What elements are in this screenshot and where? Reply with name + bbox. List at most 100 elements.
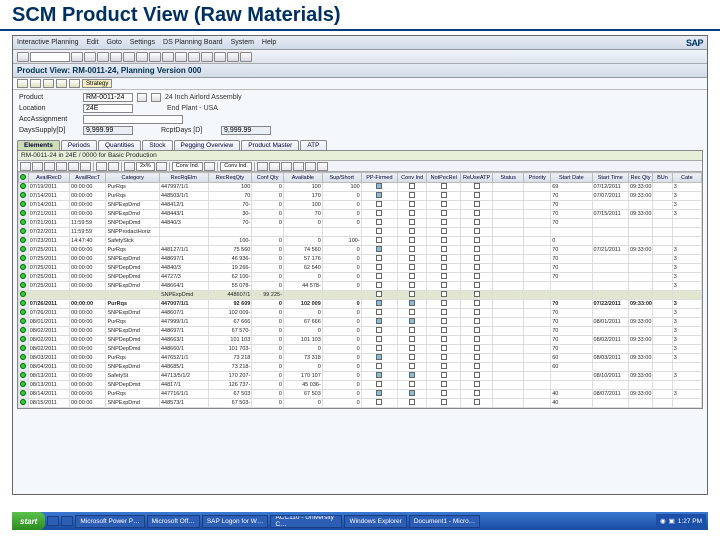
checkbox[interactable] [474, 282, 480, 288]
checkbox[interactable] [474, 309, 480, 315]
table-row[interactable]: 07/14/201100:00:00SNPExpDmd448412/170-01… [19, 201, 702, 210]
column-header[interactable]: Available [283, 173, 322, 183]
checkbox[interactable] [474, 192, 480, 198]
checkbox[interactable] [376, 255, 382, 261]
taskbar-task[interactable]: SAP Logon for W… [202, 515, 269, 528]
checkbox[interactable] [376, 210, 382, 216]
tab-quantities[interactable]: Quantities [98, 140, 141, 150]
table-row[interactable]: 07/25/201100:00:00PurRqs448127/1/175 560… [19, 246, 702, 255]
checkbox[interactable] [474, 318, 480, 324]
checkbox[interactable] [409, 282, 415, 288]
table-row[interactable]: 07/25/201100:00:00SNPDepDmd44840/319 266… [19, 264, 702, 273]
checkbox[interactable] [376, 354, 382, 360]
checkbox[interactable] [409, 345, 415, 351]
cancel-icon[interactable] [97, 52, 109, 62]
checkbox[interactable] [441, 264, 447, 270]
checkbox[interactable] [376, 300, 382, 306]
checkbox[interactable] [441, 372, 447, 378]
checkbox[interactable] [474, 390, 480, 396]
checkbox[interactable] [441, 210, 447, 216]
chart-icon[interactable] [293, 162, 304, 171]
menu-item[interactable]: Goto [107, 39, 122, 46]
checkbox[interactable] [376, 309, 382, 315]
first-page-icon[interactable] [149, 52, 161, 62]
checkbox[interactable] [376, 363, 382, 369]
checkbox[interactable] [441, 318, 447, 324]
export-icon[interactable] [257, 162, 268, 171]
table-row[interactable]: 07/25/201100:00:00SNPExpDmd448697/146 93… [19, 255, 702, 264]
select-all-icon[interactable] [96, 162, 107, 171]
layout-icon[interactable] [269, 162, 280, 171]
taskbar-task[interactable]: Windows Explorer [344, 515, 406, 528]
checkbox[interactable] [441, 255, 447, 261]
checkbox[interactable] [409, 300, 415, 306]
checkbox[interactable] [441, 399, 447, 405]
table-row[interactable]: 08/03/201100:00:00PurRqs447652/1/173 218… [19, 354, 702, 363]
menu-item[interactable]: Edit [86, 39, 98, 46]
checkbox[interactable] [409, 228, 415, 234]
shortcut-icon[interactable] [214, 52, 226, 62]
checkbox[interactable] [441, 291, 447, 297]
column-header[interactable]: Conv Ind [398, 173, 427, 183]
table-row[interactable]: 07/26/201100:00:00SNPExpDmd448607/1102 0… [19, 309, 702, 318]
table-row[interactable]: 07/22/201111:59:59SNPProdactHoriz [19, 228, 702, 237]
table-row[interactable]: 08/13/201100:00:00SafetySt44713/5/1/2170… [19, 372, 702, 381]
table-row[interactable]: 07/23/201114:47:40SafetyStck100-00100-0 [19, 237, 702, 246]
checkbox[interactable] [376, 336, 382, 342]
column-header[interactable]: BUn [653, 173, 672, 183]
checkbox[interactable] [474, 354, 480, 360]
find-next-icon[interactable] [136, 52, 148, 62]
checkbox[interactable] [474, 201, 480, 207]
system-tray[interactable]: ◉ ▣ 1:27 PM [656, 514, 706, 528]
checkbox[interactable] [409, 210, 415, 216]
new-session-icon[interactable] [201, 52, 213, 62]
taskbar-task[interactable]: Document1 - Micro… [409, 515, 480, 528]
checkbox[interactable] [441, 282, 447, 288]
create-icon[interactable] [20, 162, 31, 171]
table-row[interactable]: 08/14/201100:00:00PurRqs447716/1/167 503… [19, 390, 702, 399]
delete-icon[interactable] [44, 162, 55, 171]
checkbox[interactable] [441, 273, 447, 279]
tab-stock[interactable]: Stock [142, 140, 172, 150]
exit-icon[interactable] [84, 52, 96, 62]
checkbox[interactable] [376, 399, 382, 405]
checkbox[interactable] [409, 354, 415, 360]
checkbox[interactable] [409, 381, 415, 387]
checkbox[interactable] [474, 210, 480, 216]
column-header[interactable]: NotPecRel [427, 173, 461, 183]
checkbox[interactable] [409, 363, 415, 369]
checkbox[interactable] [376, 291, 382, 297]
checkbox[interactable] [376, 237, 382, 243]
column-header[interactable]: Category [106, 173, 159, 183]
search-help-icon[interactable] [137, 93, 147, 102]
checkbox[interactable] [409, 219, 415, 225]
checkbox[interactable] [474, 327, 480, 333]
layout-icon[interactable] [240, 52, 252, 62]
back-icon[interactable] [71, 52, 83, 62]
deselect-icon[interactable] [108, 162, 119, 171]
column-header[interactable]: Start Date [551, 173, 592, 183]
unfirm-icon[interactable] [80, 162, 91, 171]
column-header[interactable]: Priority [524, 173, 551, 183]
table-row[interactable]: 07/21/201111:59:59SNPDepDmd44840/370-000… [19, 219, 702, 228]
print-icon[interactable] [110, 52, 122, 62]
column-header[interactable]: RecRqElm [159, 173, 208, 183]
product-field[interactable]: RM-0011-24 [83, 93, 133, 102]
checkbox[interactable] [409, 255, 415, 261]
details-icon[interactable] [69, 79, 80, 88]
table-row[interactable]: 08/01/201100:00:00PurRqs447999/1/167 666… [19, 318, 702, 327]
search-help-icon[interactable] [151, 93, 161, 102]
table-row[interactable]: 08/13/201100:00:00SNPDepDmd44817/1126 73… [19, 381, 702, 390]
menu-item[interactable]: Settings [130, 39, 155, 46]
settings-icon[interactable] [305, 162, 316, 171]
checkbox[interactable] [474, 336, 480, 342]
checkbox[interactable] [409, 291, 415, 297]
checkbox[interactable] [441, 309, 447, 315]
taskbar-task[interactable]: Microsoft Power P… [75, 515, 144, 528]
elements-grid[interactable]: AvailRecDAvailRecTCategoryRecRqElmRecReq… [18, 172, 702, 408]
table-row[interactable]: 07/26/201100:00:00PurRqs447007/1/192 609… [19, 300, 702, 309]
ok-icon[interactable] [17, 52, 29, 62]
tool-icon[interactable] [30, 79, 41, 88]
checkbox[interactable] [376, 192, 382, 198]
location-field[interactable]: 24E [83, 104, 133, 113]
